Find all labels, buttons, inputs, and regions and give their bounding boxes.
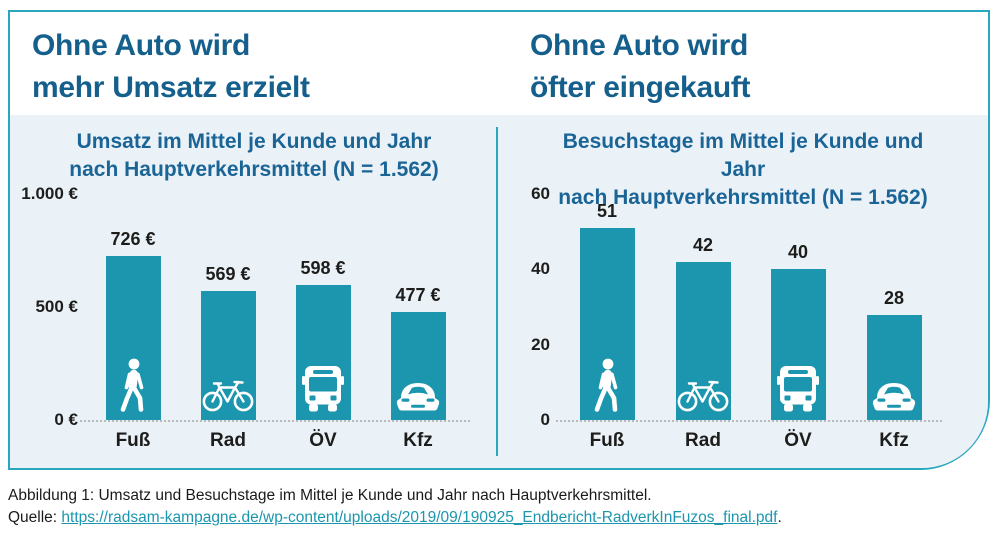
left-heading: Ohne Auto wird mehr Umsatz erzielt (32, 25, 310, 109)
right-heading-line1: Ohne Auto wird (530, 29, 749, 62)
bar-fuss (105, 256, 161, 420)
umsatz-chart: Umsatz im Mittel je Kunde und Jahr nach H… (10, 115, 988, 468)
source-suffix: . (777, 509, 782, 526)
y-tick-label: 40 (531, 259, 550, 279)
charts-panel: Umsatz im Mittel je Kunde und Jahr nach H… (10, 115, 988, 468)
bar-value-label: 726 € (110, 229, 156, 249)
bar-category-label: Rad (685, 430, 721, 451)
source-line: Quelle: https://radsam-kampagne.de/wp-co… (8, 507, 782, 529)
y-tick-label: 60 (531, 184, 550, 203)
bar-category-label: Kfz (403, 430, 433, 451)
bar-value-label: 51 (596, 201, 618, 221)
besuchstage-chart: Besuchstage im Mittel je Kunde und Jahr n… (10, 115, 988, 468)
y-tick-label: 0 (540, 410, 550, 429)
car-icon (872, 383, 916, 411)
bar-category-label: ÖV (784, 430, 812, 451)
bicycle-icon (677, 380, 729, 412)
bar-value-label: 42 (692, 235, 714, 255)
caption-block: Abbildung 1: Umsatz und Besuchstage im M… (8, 485, 782, 529)
infographic-card: Ohne Auto wird mehr Umsatz erzielt Ohne … (8, 10, 990, 470)
chart-title: Besuchstage im Mittel je Kunde und Jahr n… (543, 128, 943, 212)
bar-value-label: 477 € (395, 285, 441, 305)
chart-title-line2: nach Hauptverkehrsmittel (N = 1.562) (558, 186, 928, 209)
left-heading-line1: Ohne Auto wird (32, 29, 251, 62)
car-icon (396, 383, 440, 411)
right-heading-line2: öfter eingekauft (530, 71, 751, 104)
charts-divider (496, 127, 498, 456)
bar-category-label: Kfz (879, 430, 909, 451)
chart-title: Umsatz im Mittel je Kunde und Jahr nach H… (54, 128, 454, 184)
bus-icon (777, 366, 819, 412)
bar-value-label: 40 (787, 242, 809, 262)
bar-value-label: 569 € (205, 264, 251, 284)
y-tick-label: 0 € (54, 410, 78, 429)
chart-title-line1: Umsatz im Mittel je Kunde und Jahr (76, 130, 432, 153)
bicycle-icon (202, 380, 254, 412)
bar-category-label: Rad (210, 430, 246, 451)
source-link[interactable]: https://radsam-kampagne.de/wp-content/up… (61, 509, 778, 526)
bar-category-label: Fuß (589, 430, 625, 451)
chart-title-line2: nach Hauptverkehrsmittel (N = 1.562) (69, 158, 439, 181)
y-tick-label: 20 (531, 334, 550, 354)
bar-value-label: 598 € (300, 258, 346, 278)
bar-category-label: Fuß (115, 430, 151, 451)
source-prefix: Quelle: (8, 509, 62, 526)
bus-icon (302, 366, 344, 412)
figure-caption: Abbildung 1: Umsatz und Besuchstage im M… (8, 487, 652, 504)
bar-category-label: ÖV (309, 430, 337, 451)
chart-title-line1: Besuchstage im Mittel je Kunde und Jahr (562, 130, 924, 181)
x-axis-baseline (556, 420, 942, 422)
y-tick-label: 1.000 € (21, 184, 78, 203)
right-heading: Ohne Auto wird öfter eingekauft (530, 25, 751, 109)
left-heading-line2: mehr Umsatz erzielt (32, 71, 310, 104)
bar-value-label: 28 (883, 288, 905, 308)
y-tick-label: 500 € (35, 297, 78, 316)
x-axis-baseline (80, 420, 470, 422)
pedestrian-icon (120, 358, 144, 412)
pedestrian-icon (594, 358, 618, 412)
